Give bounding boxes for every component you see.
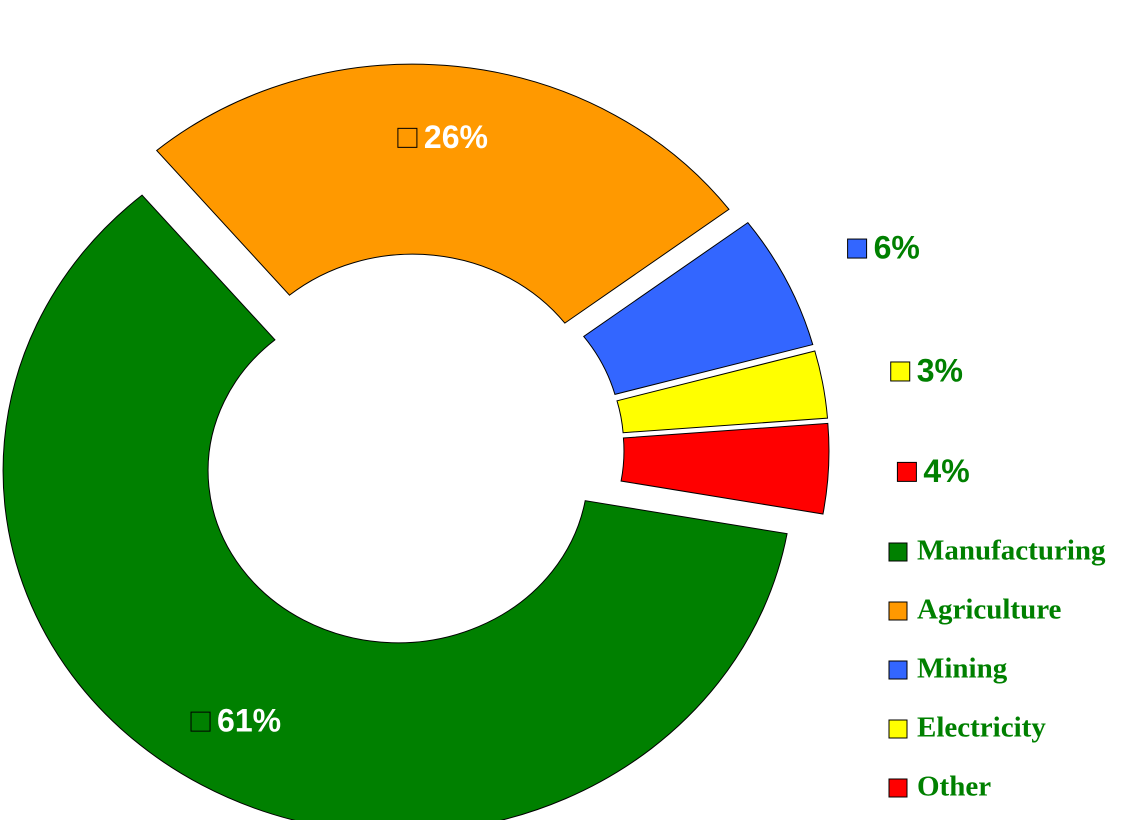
donut-slice [620, 422, 830, 515]
value-label: 26% [424, 119, 488, 155]
value-label: 61% [217, 703, 281, 739]
legend-label: Electricity [917, 712, 1046, 744]
value-label-key [896, 461, 917, 482]
value-label-key [397, 127, 418, 148]
value-label-key [190, 711, 211, 732]
legend-label: Mining [917, 653, 1008, 685]
donut-slice [582, 221, 814, 395]
donut-slice [155, 63, 730, 324]
legend-key [888, 601, 908, 621]
value-label-key [890, 361, 911, 382]
value-label-key [847, 238, 868, 259]
legend-label: Other [917, 771, 991, 803]
legend-key [888, 660, 908, 680]
donut-slice [616, 350, 829, 434]
legend-key [888, 542, 908, 562]
value-label: 4% [923, 453, 969, 489]
donut-slice [2, 194, 788, 820]
legend-key [888, 719, 908, 739]
value-label: 3% [917, 352, 963, 388]
value-label: 6% [874, 230, 920, 266]
legend-key [888, 778, 908, 798]
legend-label: Agriculture [917, 594, 1062, 626]
legend-label: Manufacturing [917, 535, 1106, 567]
